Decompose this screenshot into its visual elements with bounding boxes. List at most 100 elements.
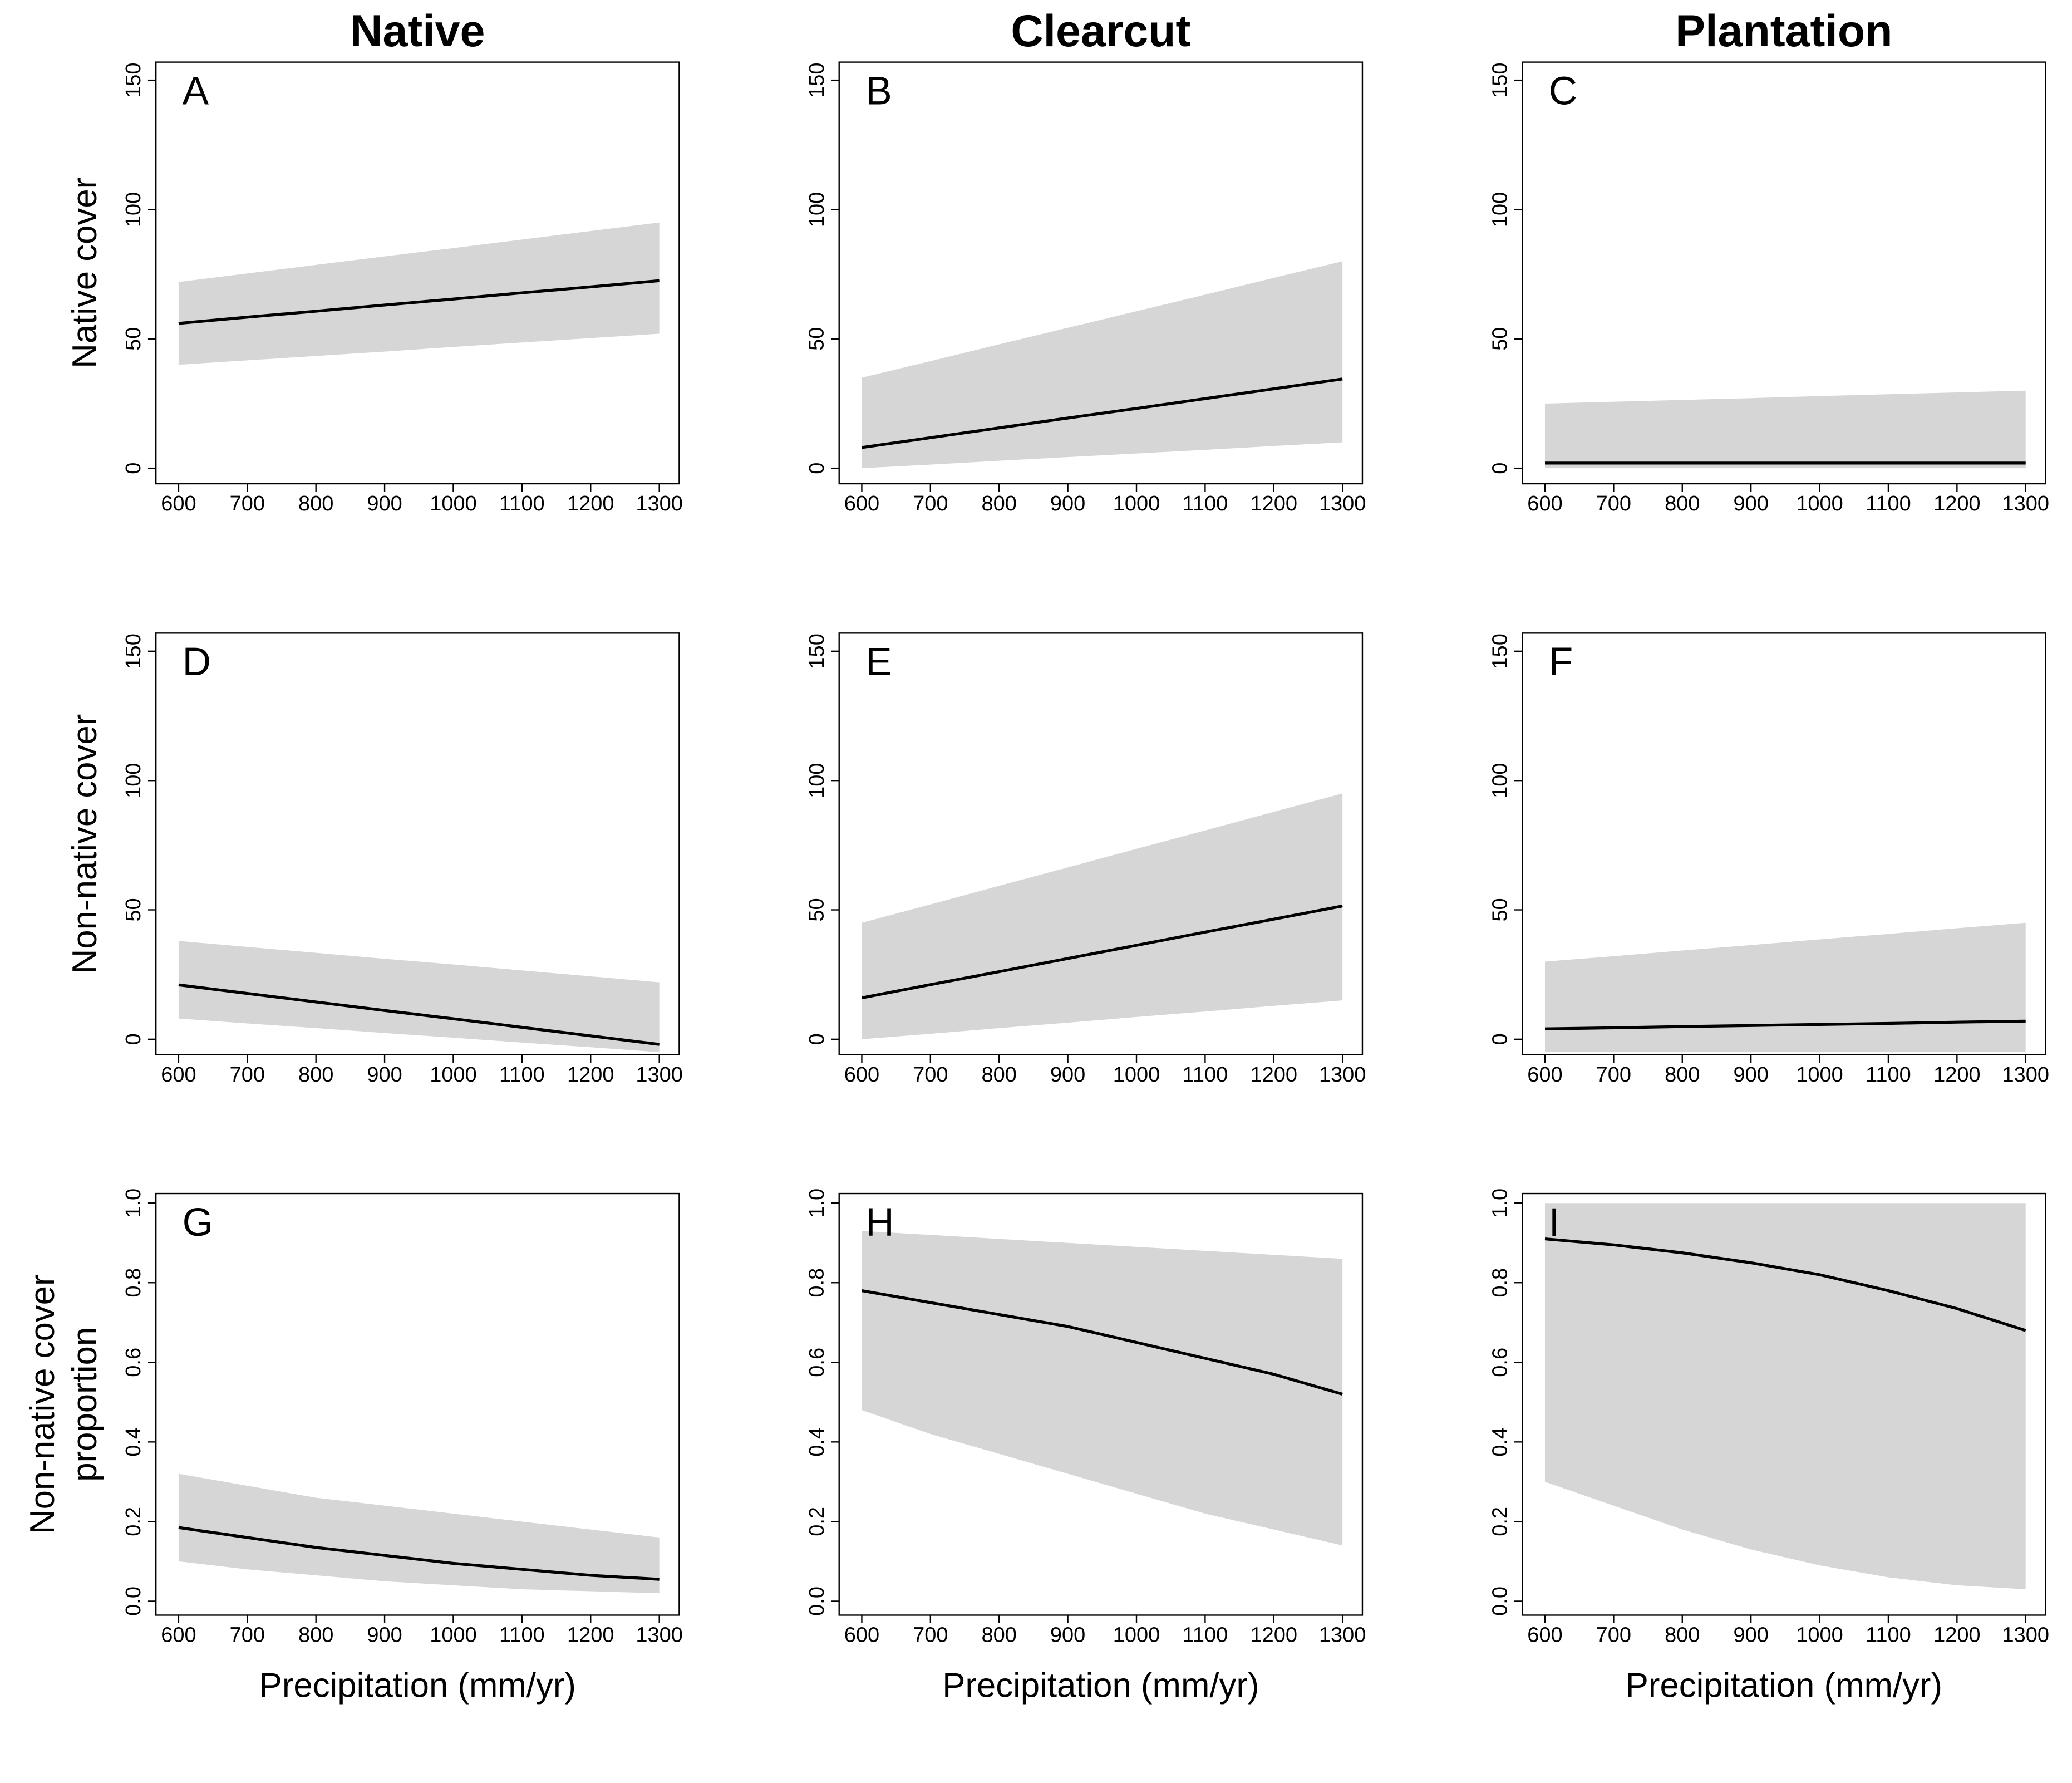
- x-tick-label: 1000: [1796, 1623, 1843, 1647]
- y-tick-label: 0.2: [122, 1507, 145, 1536]
- y-tick-label: 0: [122, 1033, 145, 1045]
- x-tick-label: 1300: [636, 492, 682, 515]
- x-tick-label: 1000: [1113, 1623, 1160, 1647]
- x-tick-label: 800: [1665, 492, 1700, 515]
- x-tick-label: 1200: [1933, 1063, 1980, 1087]
- mean-line: [861, 904, 1343, 1000]
- plot-area: [178, 1473, 660, 1594]
- y-tick-label: 150: [805, 62, 829, 97]
- y-tick-label: 100: [1488, 192, 1512, 227]
- x-tick-label: 1100: [1866, 1623, 1911, 1647]
- y-tick-label: 150: [1488, 62, 1512, 97]
- mean-line: [178, 983, 660, 1046]
- x-tick-label: 700: [1596, 492, 1631, 515]
- x-tick-label: 1000: [430, 1623, 476, 1647]
- x-tick-label: 1100: [499, 1623, 545, 1647]
- y-tick-label: 0.0: [805, 1586, 829, 1616]
- y-tick-label: 0.6: [1488, 1348, 1512, 1377]
- x-tick-label: 800: [298, 1623, 333, 1647]
- y-tick-label: 0.2: [1488, 1507, 1512, 1536]
- x-tick-label: 1300: [1319, 1063, 1366, 1087]
- uncertainty-band: [862, 261, 1343, 469]
- y-tick-label: 0: [805, 463, 829, 474]
- y-tick-label: 1.0: [122, 1188, 145, 1218]
- plot-frame: [1522, 632, 2046, 1055]
- x-tick-label: 1200: [567, 1063, 614, 1087]
- panel: 600 700 800 900 1000 1100 1200 1300 0.0 0.2 0.4 0.6…: [1488, 1188, 2049, 1705]
- y-axis-label: proportion: [66, 1327, 104, 1482]
- y-axis-label: Non-native cover: [23, 1274, 62, 1534]
- panel: 600 700 800 900 1000 1100 1200 1300 0 50 100 150 D No…: [66, 632, 683, 1087]
- x-tick-label: 600: [1527, 1623, 1562, 1647]
- x-tick-label: 1300: [2002, 1063, 2049, 1087]
- y-tick-label: 50: [122, 327, 145, 351]
- plot-area: [862, 261, 1343, 469]
- x-tick-label: 900: [1733, 1623, 1768, 1647]
- panel-letter: A: [183, 69, 209, 113]
- x-axis-label: Precipitation (mm/yr): [259, 1666, 576, 1705]
- y-tick-label: 0.4: [805, 1427, 829, 1457]
- x-tick-label: 1300: [636, 1623, 682, 1647]
- x-tick-label: 1300: [2002, 492, 2049, 515]
- y-tick-label: 150: [1488, 633, 1512, 669]
- uncertainty-band: [1544, 390, 2026, 469]
- x-tick-label: 600: [161, 1623, 196, 1647]
- plot-frame: [155, 61, 680, 485]
- x-tick-label: 1100: [1866, 492, 1911, 515]
- uncertainty-band: [862, 793, 1343, 1039]
- x-tick-label: 600: [1527, 492, 1562, 515]
- y-tick-label: 0: [1488, 463, 1512, 474]
- x-tick-label: 600: [844, 1623, 879, 1647]
- x-tick-label: 1200: [567, 1623, 614, 1647]
- x-axis-label: Precipitation (mm/yr): [942, 1666, 1259, 1705]
- panel-letter: D: [183, 640, 211, 684]
- y-tick-label: 0: [805, 1033, 829, 1045]
- plot-area: [178, 222, 660, 365]
- mean-line: [1544, 1237, 2026, 1332]
- y-tick-label: 0.4: [1488, 1427, 1512, 1457]
- y-tick-label: 0.6: [805, 1348, 829, 1377]
- y-tick-label: 150: [805, 633, 829, 669]
- panel-letter: E: [865, 640, 892, 684]
- x-tick-label: 1300: [2002, 1623, 2049, 1647]
- y-tick-label: 0.2: [805, 1507, 829, 1536]
- x-tick-label: 700: [230, 1063, 265, 1087]
- x-tick-label: 1200: [1251, 1063, 1297, 1087]
- x-tick-label: 1000: [1113, 492, 1160, 515]
- x-tick-label: 1200: [1933, 492, 1980, 515]
- y-tick-label: 50: [1488, 898, 1512, 921]
- x-tick-label: 900: [367, 492, 402, 515]
- y-tick-label: 0.0: [1488, 1586, 1512, 1616]
- panel: 600 700 800 900 1000 1100 1200 1300 0 50 100 150 A Na…: [66, 61, 683, 515]
- x-tick-label: 800: [982, 492, 1017, 515]
- plot-frame: [1522, 61, 2046, 485]
- panel: 600 700 800 900 1000 1100 1200 1300 0 50 100 150 F: [1488, 632, 2049, 1087]
- uncertainty-band: [862, 1231, 1343, 1546]
- y-tick-label: 50: [805, 327, 829, 351]
- x-tick-label: 900: [1733, 1063, 1768, 1087]
- x-tick-label: 700: [230, 1623, 265, 1647]
- x-tick-label: 1000: [430, 1063, 476, 1087]
- x-tick-label: 1100: [1183, 1623, 1228, 1647]
- panel-letter: C: [1549, 69, 1577, 113]
- plot-frame: [838, 1192, 1364, 1616]
- y-tick-label: 150: [122, 62, 145, 97]
- mean-line: [861, 1289, 1343, 1396]
- panel-letter: B: [865, 69, 892, 113]
- x-tick-label: 900: [1733, 492, 1768, 515]
- y-tick-label: 0.6: [122, 1348, 145, 1377]
- x-tick-label: 1100: [499, 492, 545, 515]
- y-tick-label: 1.0: [805, 1188, 829, 1218]
- uncertainty-band: [178, 941, 660, 1053]
- plot-frame: [838, 61, 1364, 485]
- x-tick-label: 700: [913, 1063, 948, 1087]
- x-tick-label: 1200: [1933, 1623, 1980, 1647]
- uncertainty-band: [178, 222, 660, 365]
- y-axis-label: Native cover: [66, 178, 104, 369]
- y-tick-label: 50: [805, 898, 829, 921]
- plot-frame: [155, 632, 680, 1055]
- x-tick-label: 600: [161, 1063, 196, 1087]
- uncertainty-band: [178, 1473, 660, 1594]
- x-tick-label: 1100: [499, 1063, 545, 1087]
- x-tick-label: 1000: [1796, 1063, 1843, 1087]
